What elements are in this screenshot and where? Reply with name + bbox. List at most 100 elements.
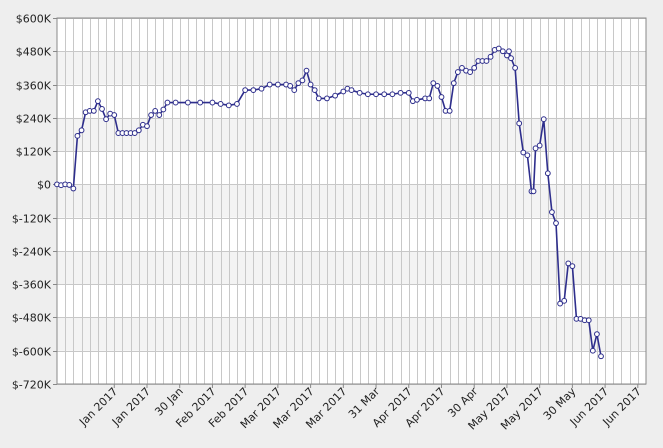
data-point[interactable] bbox=[373, 91, 379, 98]
data-point[interactable] bbox=[299, 77, 306, 84]
data-point[interactable] bbox=[311, 87, 318, 93]
data-point[interactable] bbox=[332, 92, 339, 99]
data-point[interactable] bbox=[242, 87, 249, 93]
series-group bbox=[54, 45, 604, 360]
data-point[interactable] bbox=[324, 95, 330, 102]
data-point[interactable] bbox=[250, 87, 257, 93]
data-point[interactable] bbox=[434, 83, 441, 89]
data-point[interactable] bbox=[598, 353, 604, 360]
data-point[interactable] bbox=[148, 112, 154, 118]
y-tick-label: $-600K bbox=[12, 346, 52, 359]
data-point[interactable] bbox=[467, 69, 474, 75]
data-point[interactable] bbox=[225, 102, 232, 109]
data-point[interactable] bbox=[454, 69, 461, 75]
data-point[interactable] bbox=[95, 98, 101, 105]
data-point[interactable] bbox=[295, 80, 302, 87]
data-point[interactable] bbox=[197, 99, 204, 106]
data-point[interactable] bbox=[172, 99, 179, 106]
data-point[interactable] bbox=[209, 99, 216, 106]
data-point[interactable] bbox=[74, 132, 81, 139]
data-point[interactable] bbox=[315, 95, 322, 102]
data-point[interactable] bbox=[217, 101, 224, 107]
y-tick-label: $360K bbox=[16, 80, 52, 93]
data-point[interactable] bbox=[291, 87, 298, 93]
data-point[interactable] bbox=[530, 188, 537, 195]
y-axis: $600K $480K $360K $240K $120K $0 $-120K $-240K $… bbox=[12, 13, 57, 392]
data-point[interactable] bbox=[565, 260, 572, 267]
data-point[interactable] bbox=[508, 55, 514, 62]
data-point[interactable] bbox=[164, 99, 171, 106]
data-point[interactable] bbox=[356, 89, 363, 96]
data-point[interactable] bbox=[307, 81, 314, 88]
plot-band bbox=[57, 117, 646, 152]
data-point[interactable] bbox=[544, 170, 551, 177]
data-point[interactable] bbox=[144, 123, 150, 130]
data-point[interactable] bbox=[516, 120, 523, 127]
data-point[interactable] bbox=[450, 80, 457, 87]
data-point[interactable] bbox=[499, 48, 506, 55]
data-point[interactable] bbox=[103, 116, 109, 123]
data-point[interactable] bbox=[90, 107, 97, 114]
data-point[interactable] bbox=[381, 91, 388, 98]
data-point[interactable] bbox=[266, 81, 273, 88]
data-point[interactable] bbox=[70, 185, 77, 192]
data-point[interactable] bbox=[426, 95, 433, 102]
data-point[interactable] bbox=[184, 99, 191, 106]
data-point[interactable] bbox=[549, 209, 555, 215]
data-point[interactable] bbox=[303, 67, 310, 74]
data-point[interactable] bbox=[234, 101, 240, 107]
data-point[interactable] bbox=[152, 107, 159, 114]
data-point[interactable] bbox=[160, 106, 167, 113]
data-point[interactable] bbox=[287, 83, 294, 89]
data-point[interactable] bbox=[524, 152, 531, 159]
y-tick-label: $-120K bbox=[12, 213, 52, 226]
data-point[interactable] bbox=[414, 96, 420, 103]
data-point[interactable] bbox=[471, 65, 478, 71]
data-point[interactable] bbox=[438, 94, 445, 100]
data-point[interactable] bbox=[111, 112, 118, 118]
data-point[interactable] bbox=[561, 297, 568, 304]
data-point[interactable] bbox=[131, 130, 138, 136]
data-point[interactable] bbox=[536, 142, 543, 149]
y-tick-label: $-480K bbox=[12, 312, 52, 325]
data-point[interactable] bbox=[459, 65, 465, 71]
data-point[interactable] bbox=[99, 106, 105, 112]
data-point[interactable] bbox=[274, 81, 281, 88]
data-point[interactable] bbox=[78, 127, 85, 134]
data-point[interactable] bbox=[135, 127, 142, 134]
y-tick-label: $240K bbox=[16, 113, 52, 126]
data-point[interactable] bbox=[348, 87, 355, 93]
data-point[interactable] bbox=[483, 58, 490, 64]
data-point[interactable] bbox=[364, 91, 371, 98]
data-point[interactable] bbox=[512, 65, 519, 71]
vertical-gridlines bbox=[65, 18, 639, 384]
data-point[interactable] bbox=[594, 331, 600, 337]
data-point[interactable] bbox=[585, 317, 592, 324]
data-point[interactable] bbox=[389, 91, 396, 98]
data-point[interactable] bbox=[430, 80, 437, 87]
data-point[interactable] bbox=[258, 85, 265, 92]
data-point[interactable] bbox=[553, 220, 559, 227]
data-point[interactable] bbox=[532, 145, 539, 152]
data-point[interactable] bbox=[495, 45, 502, 52]
data-point[interactable] bbox=[446, 107, 453, 114]
data-point[interactable] bbox=[520, 149, 527, 156]
data-point[interactable] bbox=[340, 88, 347, 95]
plot-band bbox=[57, 51, 646, 85]
y-tick-label: $480K bbox=[16, 46, 52, 59]
plot-band bbox=[57, 184, 646, 218]
data-point[interactable] bbox=[487, 53, 494, 60]
data-point[interactable] bbox=[156, 112, 163, 118]
data-point[interactable] bbox=[557, 300, 563, 307]
data-point[interactable] bbox=[66, 182, 73, 188]
data-point[interactable] bbox=[540, 116, 547, 123]
y-tick-label: $-360K bbox=[12, 279, 52, 292]
data-point[interactable] bbox=[506, 48, 512, 55]
data-point[interactable] bbox=[397, 89, 404, 96]
y-tick-label: $120K bbox=[16, 146, 52, 159]
data-point[interactable] bbox=[589, 347, 596, 354]
data-point[interactable] bbox=[569, 263, 576, 270]
data-point[interactable] bbox=[405, 89, 412, 96]
